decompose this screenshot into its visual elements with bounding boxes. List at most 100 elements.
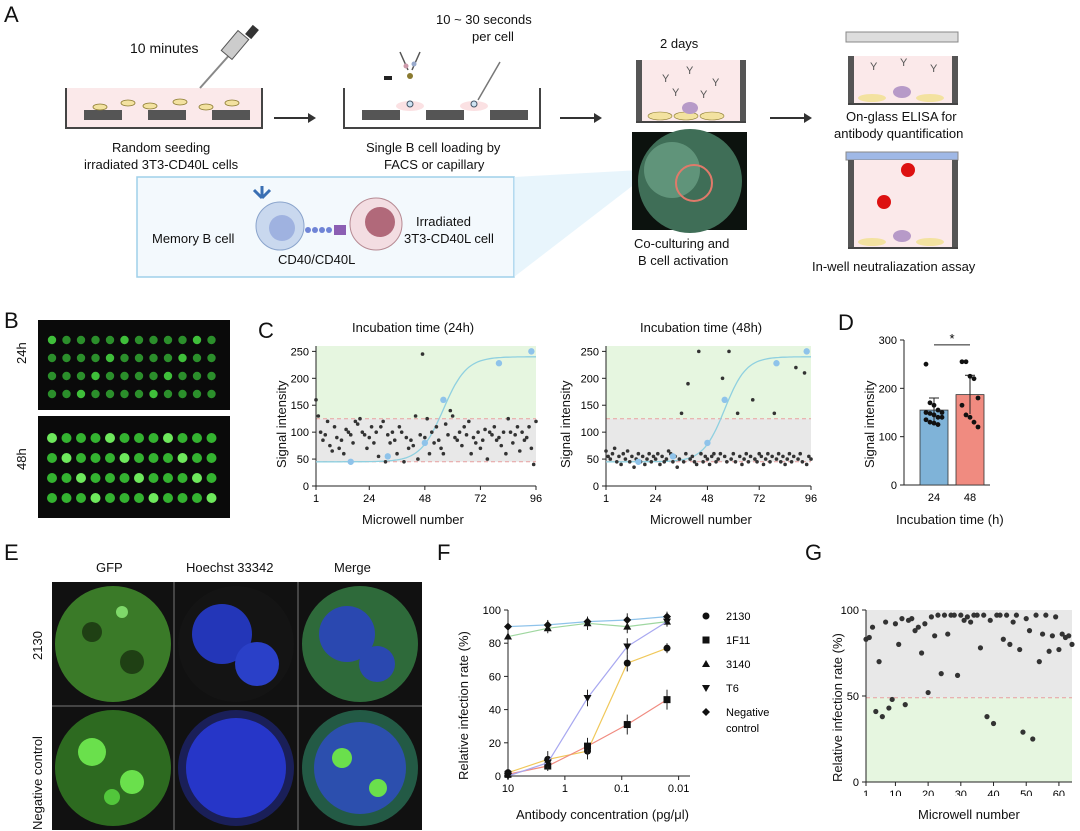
data-point bbox=[339, 438, 344, 443]
legend-label: 1F11 bbox=[726, 635, 750, 647]
data-point bbox=[692, 459, 697, 464]
data-point bbox=[455, 438, 460, 443]
data-point bbox=[335, 435, 339, 440]
well-24h bbox=[134, 335, 144, 345]
data-point bbox=[785, 457, 790, 461]
well-48h bbox=[134, 433, 144, 443]
data-point bbox=[987, 617, 993, 623]
data-point bbox=[1010, 619, 1016, 625]
well-24h bbox=[149, 389, 158, 399]
data-point bbox=[753, 457, 757, 461]
data-point bbox=[679, 411, 684, 416]
data-point bbox=[478, 446, 483, 451]
marker bbox=[663, 618, 672, 626]
panel-letter-g: G bbox=[805, 540, 823, 565]
image-hoechst-2130 bbox=[178, 586, 294, 702]
legend-label: control bbox=[726, 723, 759, 735]
data-point bbox=[975, 424, 981, 430]
microscope-image bbox=[632, 129, 747, 233]
step1-time: 10 minutes bbox=[130, 40, 199, 56]
data-point bbox=[392, 438, 397, 443]
data-point bbox=[418, 433, 423, 437]
data-point bbox=[487, 430, 492, 434]
data-point bbox=[439, 446, 443, 451]
x-tick-label: 48 bbox=[964, 492, 976, 504]
data-point bbox=[866, 634, 872, 641]
data-point bbox=[759, 454, 764, 459]
data-point bbox=[436, 438, 441, 443]
data-point bbox=[367, 435, 372, 440]
well-24h bbox=[76, 353, 86, 363]
data-point bbox=[379, 424, 383, 429]
data-point bbox=[918, 650, 925, 656]
panel-letter-e: E bbox=[4, 540, 19, 565]
well-48h bbox=[61, 493, 72, 503]
step4-caption-line1: On-glass ELISA for bbox=[846, 109, 957, 124]
legend-label: 3140 bbox=[726, 659, 750, 671]
data-point bbox=[722, 454, 727, 459]
well-48h bbox=[47, 493, 57, 503]
x-tick-label: 24 bbox=[363, 493, 375, 505]
data-point bbox=[632, 465, 636, 469]
svg-text:Y: Y bbox=[712, 77, 720, 89]
legend-marker bbox=[702, 612, 710, 620]
well-24h bbox=[120, 353, 129, 363]
well-48h bbox=[206, 493, 217, 503]
data-point bbox=[341, 451, 346, 456]
data-point bbox=[316, 414, 321, 418]
y-tick-label: 100 bbox=[879, 432, 897, 444]
data-point bbox=[879, 714, 885, 720]
data-point bbox=[511, 441, 515, 445]
well-24h bbox=[105, 335, 115, 345]
data-point bbox=[941, 612, 948, 618]
marker bbox=[583, 694, 592, 702]
svg-text:Y: Y bbox=[930, 63, 938, 75]
marker bbox=[623, 643, 632, 651]
data-point bbox=[358, 416, 362, 421]
well-24h bbox=[47, 335, 57, 345]
data-point bbox=[997, 612, 1003, 618]
y-tick-label: 250 bbox=[581, 346, 599, 358]
data-point bbox=[337, 446, 341, 451]
data-point bbox=[416, 457, 420, 461]
x-tick-label: 48 bbox=[419, 493, 431, 505]
data-point bbox=[800, 459, 805, 464]
data-point bbox=[608, 457, 613, 461]
step2-caption-line2: FACS or capillary bbox=[384, 157, 485, 172]
well-24h bbox=[134, 353, 144, 363]
data-point bbox=[522, 438, 527, 443]
well-48h bbox=[163, 493, 173, 503]
data-point bbox=[441, 451, 446, 456]
panel-b-wells bbox=[38, 320, 230, 518]
data-point bbox=[623, 457, 628, 461]
dish-2 bbox=[343, 88, 541, 129]
data-point bbox=[492, 424, 497, 429]
data-point bbox=[959, 402, 965, 408]
data-point bbox=[807, 454, 811, 459]
x-tick-label: 40 bbox=[987, 789, 999, 796]
x-tick-label: 48 bbox=[701, 493, 713, 505]
data-point bbox=[647, 451, 651, 456]
image-gfp-2130 bbox=[55, 586, 171, 702]
data-point bbox=[694, 462, 699, 467]
data-point bbox=[464, 433, 469, 437]
data-point bbox=[939, 410, 945, 415]
data-point bbox=[404, 435, 409, 440]
data-point bbox=[990, 720, 997, 727]
well-24h bbox=[120, 335, 129, 345]
panel-e-col-merge: Merge bbox=[334, 560, 371, 575]
data-point bbox=[617, 454, 621, 459]
data-point bbox=[796, 457, 800, 461]
data-point bbox=[707, 462, 712, 467]
data-point bbox=[931, 420, 937, 426]
data-point bbox=[604, 449, 608, 453]
y-tick-label: 0 bbox=[303, 481, 309, 493]
x-tick-label: 10 bbox=[502, 783, 514, 795]
data-point bbox=[876, 659, 882, 665]
panel-d-xlabel: Incubation time (h) bbox=[896, 512, 1004, 527]
data-point bbox=[735, 411, 740, 416]
panel-e-col-hoechst: Hoechst 33342 bbox=[186, 560, 274, 575]
data-point bbox=[483, 427, 487, 432]
y-tick-label: 200 bbox=[581, 373, 599, 385]
data-point bbox=[778, 459, 783, 464]
